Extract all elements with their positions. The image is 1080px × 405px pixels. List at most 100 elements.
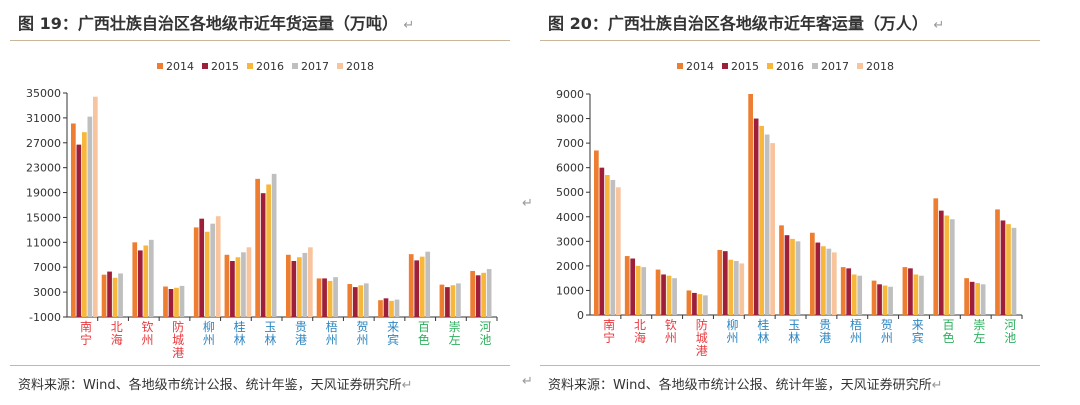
- bar-2014-柳州: [193, 227, 199, 317]
- x-tick-label: 州: [356, 333, 368, 347]
- y-tick-label: 0: [577, 309, 584, 322]
- legend-label: 2014: [166, 60, 194, 73]
- x-tick-label: 北: [111, 320, 123, 334]
- bar-2016-北海: [635, 265, 641, 315]
- legend-swatch-2017: [812, 63, 818, 69]
- y-tick-label: -1000: [29, 311, 61, 324]
- bar-2014-防城港: [163, 286, 168, 317]
- bar-2014-崇左: [964, 278, 969, 315]
- bar-2016-百色: [944, 215, 950, 315]
- x-tick-label: 色: [943, 331, 955, 345]
- bar-2016-梧州: [851, 274, 857, 315]
- bar-2014-梧州: [840, 267, 846, 315]
- freight-panel: 图 19：广西壮族自治区各地级市近年货运量（万吨） ↵ -1000 3000 700…: [10, 0, 510, 405]
- bar-2014-河池: [995, 209, 1000, 315]
- x-tick-label: 来: [912, 318, 924, 332]
- x-tick-label: 防: [696, 317, 708, 332]
- bar-2018-柳州: [739, 263, 745, 315]
- bar-2017-来宾: [394, 299, 400, 317]
- legend-swatch-2015: [722, 63, 728, 69]
- bar-2015-崇左: [969, 281, 975, 315]
- bar-2014-崇左: [439, 284, 445, 317]
- x-tick-label: 桂: [757, 317, 769, 332]
- x-tick-label: 左: [973, 330, 985, 345]
- bar-2016-玉林: [266, 184, 271, 317]
- bar-2014-贺州: [347, 284, 353, 317]
- return-mark: ↵: [522, 196, 533, 211]
- bar-2014-梧州: [316, 278, 322, 317]
- bar-2017-百色: [425, 251, 431, 317]
- bar-2016-梧州: [327, 280, 333, 317]
- bar-2015-北海: [107, 271, 112, 317]
- x-tick-label: 防: [172, 319, 184, 334]
- bar-2017-北海: [118, 273, 123, 317]
- bar-2017-防城港: [703, 295, 708, 315]
- bar-2015-河池: [1000, 220, 1006, 315]
- bar-2017-南宁: [87, 116, 93, 318]
- bar-2016-柳州: [204, 231, 210, 317]
- x-tick-label: 州: [141, 333, 153, 347]
- x-tick-label: 玉: [264, 320, 276, 334]
- x-tick-label: 林: [757, 331, 769, 345]
- bar-2015-南宁: [76, 144, 82, 317]
- x-tick-label: 崇: [973, 318, 985, 332]
- return-mark: ↵: [522, 374, 533, 389]
- bar-2014-北海: [624, 256, 630, 315]
- x-tick-label: 柳: [727, 318, 739, 332]
- x-tick-label: 池: [1004, 331, 1016, 345]
- bar-2016-贺州: [358, 285, 364, 317]
- legend-label: 2017: [301, 60, 329, 73]
- legend-label: 2018: [346, 60, 374, 73]
- y-tick-label: 1000: [556, 284, 584, 297]
- bar-2016-崇左: [450, 285, 456, 317]
- bar-2015-百色: [414, 260, 420, 317]
- x-tick-label: 林: [788, 331, 800, 345]
- bar-2015-防城港: [692, 292, 697, 315]
- bar-2018-贵港: [308, 247, 313, 317]
- bar-2014-南宁: [594, 150, 599, 315]
- x-tick-label: 州: [881, 331, 893, 345]
- legend-swatch-2017: [292, 63, 298, 69]
- bar-2014-钦州: [655, 269, 661, 315]
- bar-2015-贵港: [815, 242, 821, 315]
- bar-2014-北海: [101, 274, 107, 317]
- x-tick-label: 贵: [819, 318, 831, 332]
- legend-swatch-2018: [337, 63, 343, 69]
- bar-2018-南宁: [616, 187, 621, 315]
- bar-2014-南宁: [71, 123, 76, 317]
- x-tick-label: 百: [418, 320, 430, 334]
- freight-chart: -1000 3000 7000 11000 15000 19000 23000 27000 31…: [26, 60, 498, 360]
- x-tick-label: 贺: [356, 320, 368, 334]
- x-tick-label: 梧: [850, 317, 862, 332]
- chart-title: 图 19：广西壮族自治区各地级市近年货运量（万吨） ↵: [18, 14, 415, 33]
- passenger-panel: 图 20：广西壮族自治区各地级市近年客运量（万人） ↵ 0 1000 2000 300…: [540, 0, 1040, 405]
- legend-swatch-2018: [857, 63, 863, 69]
- legend-swatch-2014: [677, 63, 683, 69]
- bar-2017-玉林: [795, 241, 801, 315]
- bar-2017-河池: [1011, 227, 1017, 315]
- bar-2015-柳州: [722, 251, 728, 315]
- bar-2016-河池: [1006, 224, 1011, 315]
- bar-2016-百色: [419, 256, 425, 317]
- bar-2014-玉林: [779, 225, 784, 315]
- bar-2018-柳州: [215, 216, 221, 317]
- bar-2014-玉林: [255, 178, 260, 317]
- x-tick-label: 河: [479, 320, 491, 334]
- bar-2016-贺州: [882, 285, 888, 315]
- y-tick-label: 19000: [26, 187, 61, 200]
- bar-2017-北海: [641, 267, 647, 315]
- passenger-chart: 0 1000 2000 3000 4000 5000 6000 7000 8000 9000 南宁 北…: [556, 60, 1023, 358]
- y-tick-label: 7000: [33, 261, 61, 274]
- bar-2015-贺州: [352, 287, 358, 317]
- x-tick-label: 港: [295, 333, 307, 347]
- bar-2016-来宾: [389, 300, 394, 317]
- bar-2016-北海: [112, 277, 118, 317]
- bar-2014-来宾: [378, 300, 383, 317]
- x-tick-label: 宁: [603, 330, 615, 345]
- bar-2014-防城港: [686, 290, 692, 315]
- bar-2015-来宾: [383, 298, 389, 317]
- x-tick-label: 桂: [234, 319, 246, 334]
- bar-2017-贵港: [826, 248, 832, 315]
- bar-2015-柳州: [199, 218, 205, 317]
- x-tick-label: 河: [1004, 318, 1016, 332]
